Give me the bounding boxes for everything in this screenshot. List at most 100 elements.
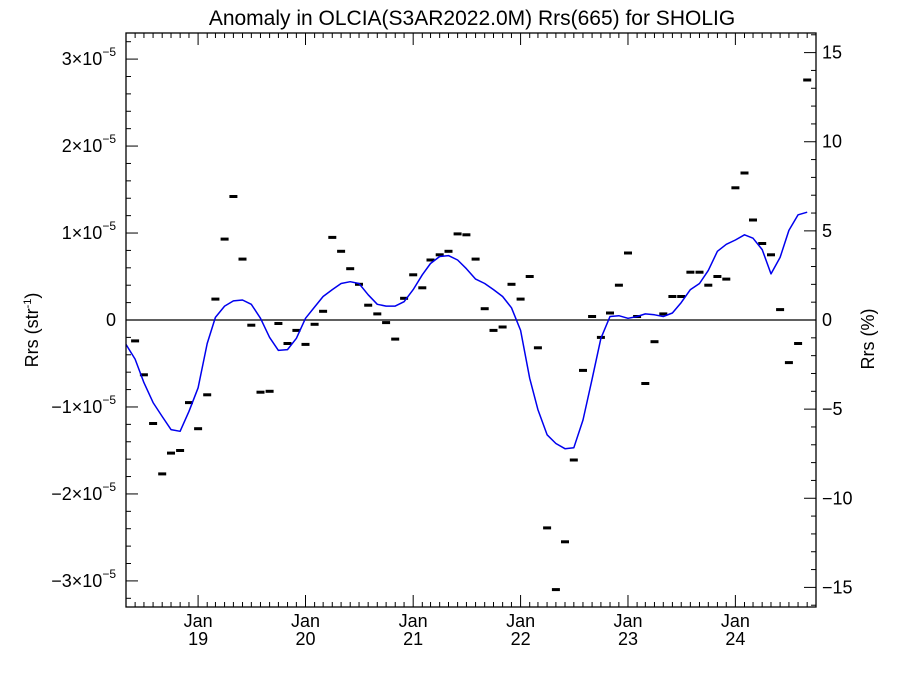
y-left-tick-mantissa: −2×10 bbox=[51, 484, 102, 504]
monthly-anomaly-point bbox=[569, 458, 578, 462]
monthly-anomaly-point bbox=[579, 368, 587, 372]
y-right-tick-label: 5 bbox=[822, 221, 832, 241]
monthly-anomaly-point bbox=[418, 286, 427, 290]
y-left-tick-mantissa: −1×10 bbox=[51, 397, 102, 417]
x-tick-label-year: 24 bbox=[725, 629, 745, 649]
y-right-tick-label: 15 bbox=[822, 43, 842, 63]
monthly-anomaly-point bbox=[659, 312, 668, 316]
monthly-anomaly-point bbox=[507, 282, 516, 286]
y-axis-label-left-base: Rrs (str bbox=[22, 308, 42, 367]
y-left-tick-exponent: −5 bbox=[102, 480, 116, 494]
y-left-tick-label: 3×10−5 bbox=[62, 45, 117, 69]
monthly-anomaly-point bbox=[740, 171, 749, 175]
monthly-anomaly-point bbox=[176, 449, 185, 452]
axes: Jan19Jan20Jan21Jan22Jan23Jan243×10−52×10… bbox=[51, 32, 853, 649]
monthly-anomaly-point bbox=[229, 195, 238, 198]
y-left-tick-exponent: −5 bbox=[102, 393, 116, 407]
monthly-anomaly-point bbox=[364, 303, 373, 307]
y-left-tick-mantissa: 1×10 bbox=[62, 223, 103, 243]
monthly-anomaly-point bbox=[211, 297, 220, 301]
monthly-anomaly-point bbox=[749, 218, 757, 222]
monthly-anomaly-point bbox=[409, 273, 418, 277]
plot-area bbox=[126, 78, 816, 592]
monthly-anomaly-point bbox=[337, 249, 346, 253]
monthly-anomaly-point bbox=[131, 339, 140, 343]
y-axis-label-left-sup: -1 bbox=[22, 299, 34, 309]
monthly-anomaly-point bbox=[606, 311, 614, 315]
monthly-anomaly-point bbox=[516, 297, 525, 301]
monthly-anomaly-point bbox=[668, 295, 677, 298]
monthly-anomaly-point bbox=[373, 312, 382, 316]
y-left-tick-mantissa: 3×10 bbox=[62, 49, 103, 69]
monthly-anomaly-point bbox=[758, 242, 767, 245]
x-tick-label-month: Jan bbox=[613, 611, 642, 631]
monthly-anomaly-point bbox=[453, 232, 462, 236]
monthly-anomaly-point bbox=[274, 322, 283, 325]
y-left-tick-exponent: −5 bbox=[102, 567, 116, 581]
x-tick-label-month: Jan bbox=[721, 611, 750, 631]
y-axis-label-left: Rrs (str-1) bbox=[22, 293, 42, 368]
x-tick-label-year: 21 bbox=[403, 629, 423, 649]
y-left-tick-label: 1×10−5 bbox=[62, 219, 117, 243]
monthly-anomaly-point bbox=[265, 389, 274, 393]
x-tick-label-month: Jan bbox=[184, 611, 213, 631]
monthly-anomaly-point bbox=[677, 295, 686, 298]
y-right-tick-label: 0 bbox=[822, 310, 832, 330]
monthly-anomaly-point bbox=[256, 390, 265, 394]
x-tick-label-year: 22 bbox=[511, 629, 531, 649]
monthly-anomaly-point bbox=[203, 393, 212, 397]
y-left-tick-label: −1×10−5 bbox=[51, 393, 116, 417]
monthly-anomaly-point bbox=[292, 328, 301, 332]
monthly-anomaly-point bbox=[382, 321, 391, 325]
y-axis-label-left-end: ) bbox=[22, 293, 42, 299]
smoothed-anomaly-line bbox=[126, 211, 808, 450]
monthly-anomaly-point bbox=[310, 322, 319, 326]
monthly-anomaly-point bbox=[328, 235, 337, 239]
monthly-anomaly-point bbox=[220, 237, 229, 241]
monthly-anomaly-point bbox=[426, 258, 435, 262]
monthly-anomaly-point bbox=[588, 315, 597, 318]
monthly-anomaly-point bbox=[139, 373, 148, 377]
monthly-anomaly-point bbox=[498, 325, 507, 329]
monthly-anomaly-point bbox=[462, 233, 471, 237]
y-left-tick-mantissa: 2×10 bbox=[62, 136, 103, 156]
monthly-anomaly-point bbox=[650, 340, 659, 344]
y-left-tick-mantissa: −3×10 bbox=[51, 571, 102, 591]
monthly-anomaly-point bbox=[686, 270, 695, 274]
y-axis-label-right: Rrs (%) bbox=[858, 309, 878, 370]
y-left-tick-label: 0 bbox=[106, 310, 116, 330]
monthly-anomaly-point bbox=[784, 361, 793, 365]
monthly-anomaly-point bbox=[247, 323, 256, 327]
monthly-anomaly-point bbox=[561, 540, 569, 544]
y-right-tick-label: −15 bbox=[822, 577, 853, 597]
y-left-tick-exponent: −5 bbox=[102, 45, 116, 59]
monthly-anomaly-point bbox=[471, 257, 480, 261]
x-tick-label-year: 19 bbox=[188, 629, 208, 649]
monthly-anomaly-point bbox=[167, 451, 175, 455]
monthly-anomaly-point bbox=[695, 270, 704, 274]
monthly-anomaly-point bbox=[551, 588, 560, 592]
monthly-anomaly-point bbox=[776, 308, 785, 312]
x-tick-label-month: Jan bbox=[399, 611, 428, 631]
y-right-tick-label: −5 bbox=[822, 399, 843, 419]
monthly-anomaly-point bbox=[185, 401, 193, 405]
y-right-tick-label: 10 bbox=[822, 132, 842, 152]
monthly-anomaly-point bbox=[533, 346, 542, 350]
monthly-anomaly-point bbox=[301, 342, 310, 346]
monthly-anomaly-point bbox=[731, 186, 740, 190]
monthly-anomaly-point bbox=[435, 253, 444, 257]
monthly-anomaly-point bbox=[794, 342, 803, 345]
monthly-anomaly-point bbox=[489, 328, 498, 332]
y-left-tick-exponent: −5 bbox=[102, 219, 116, 233]
monthly-anomaly-point bbox=[319, 309, 328, 313]
monthly-anomaly-point bbox=[194, 427, 203, 431]
chart-title: Anomaly in OLCIA(S3AR2022.0M) Rrs(665) f… bbox=[209, 7, 735, 30]
monthly-anomaly-point bbox=[525, 275, 534, 278]
monthly-anomaly-point bbox=[283, 342, 292, 345]
monthly-anomaly-point bbox=[238, 257, 247, 261]
monthly-anomaly-point bbox=[767, 253, 775, 257]
monthly-anomaly-point bbox=[543, 526, 552, 530]
monthly-anomaly-point bbox=[641, 382, 650, 385]
x-tick-label-year: 23 bbox=[618, 629, 638, 649]
